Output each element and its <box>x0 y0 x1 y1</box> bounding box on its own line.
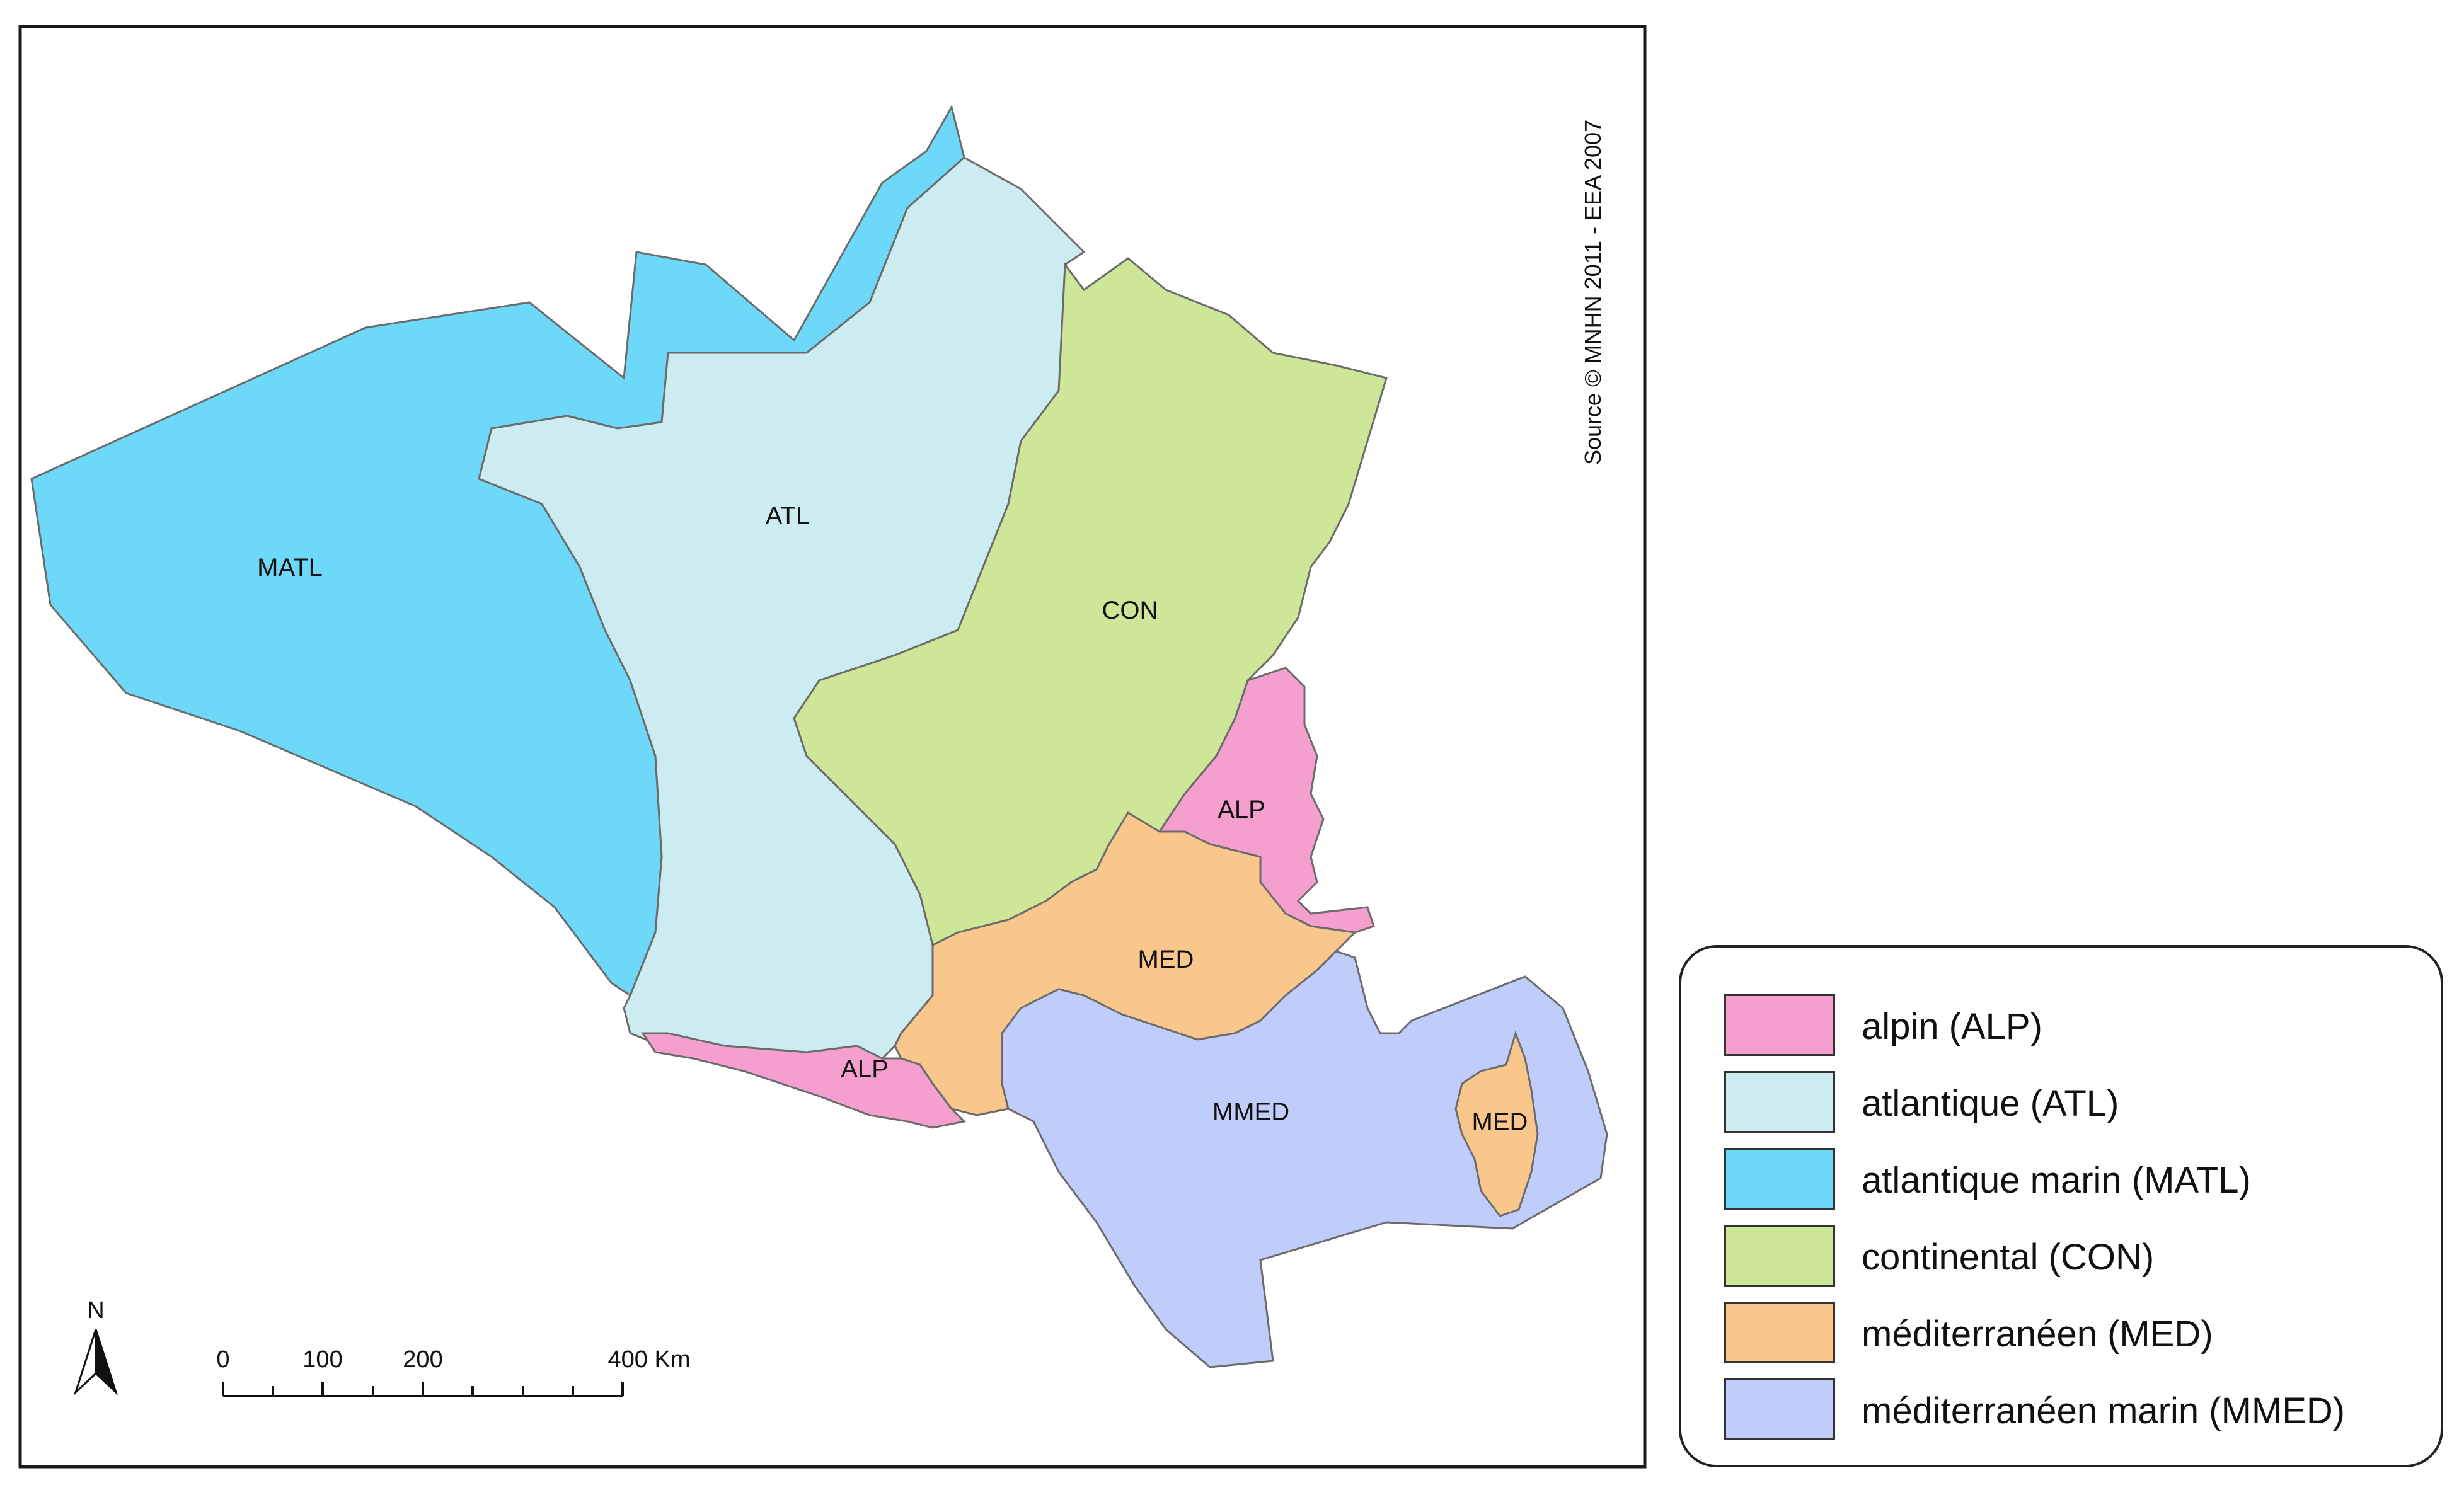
legend-swatch-atl <box>1724 1071 1835 1133</box>
region-label-atl: ATL <box>766 502 810 530</box>
region-label-med-corsica: MED <box>1472 1108 1528 1136</box>
region-med-corsica[interactable] <box>1454 1030 1539 1217</box>
north-arrow-label: N <box>87 1297 104 1324</box>
legend-item-con: continental (CON) <box>1724 1225 2430 1288</box>
legend-label-atl: atlantique (ATL) <box>1862 1083 2119 1124</box>
region-label-alp-east: ALP <box>1218 796 1265 823</box>
legend-swatch-alp <box>1724 994 1835 1056</box>
region-label-matl: MATL <box>257 554 323 582</box>
legend-item-med: méditerranéen (MED) <box>1724 1302 2430 1365</box>
region-label-mmed: MMED <box>1212 1098 1289 1126</box>
scale-tick-0: 0 <box>216 1346 229 1373</box>
legend-swatch-con <box>1724 1225 1835 1287</box>
scale-tick-400: 400 Km <box>608 1346 691 1373</box>
region-mmed[interactable] <box>1001 950 1608 1368</box>
legend: alpin (ALP) atlantique (ATL) atlantique … <box>1679 945 2443 1467</box>
legend-item-matl: atlantique marin (MATL) <box>1724 1148 2430 1211</box>
legend-swatch-matl <box>1724 1148 1835 1210</box>
legend-item-alp: alpin (ALP) <box>1724 994 2430 1057</box>
legend-label-mmed: méditerranéen marin (MMED) <box>1862 1390 2346 1431</box>
legend-label-matl: atlantique marin (MATL) <box>1862 1160 2251 1201</box>
north-arrow-icon <box>73 1329 118 1396</box>
region-label-med: MED <box>1138 946 1194 973</box>
legend-item-mmed: méditerranéen marin (MMED) <box>1724 1378 2430 1441</box>
legend-label-alp: alpin (ALP) <box>1862 1006 2042 1047</box>
region-label-con: CON <box>1102 597 1158 624</box>
legend-label-con: continental (CON) <box>1862 1237 2155 1278</box>
scale-tick-200: 200 <box>403 1346 442 1373</box>
source-credit: Source © MNHN 2011 - EEA 2007 <box>1580 120 1606 465</box>
scale-bar <box>222 1382 624 1397</box>
legend-label-med: méditerranéen (MED) <box>1862 1314 2213 1355</box>
legend-swatch-mmed <box>1724 1378 1835 1440</box>
scale-tick-100: 100 <box>302 1346 342 1373</box>
legend-swatch-med <box>1724 1302 1835 1363</box>
region-label-alp-south: ALP <box>841 1055 889 1083</box>
region-alp-south[interactable] <box>641 1032 967 1129</box>
legend-item-atl: atlantique (ATL) <box>1724 1071 2430 1134</box>
